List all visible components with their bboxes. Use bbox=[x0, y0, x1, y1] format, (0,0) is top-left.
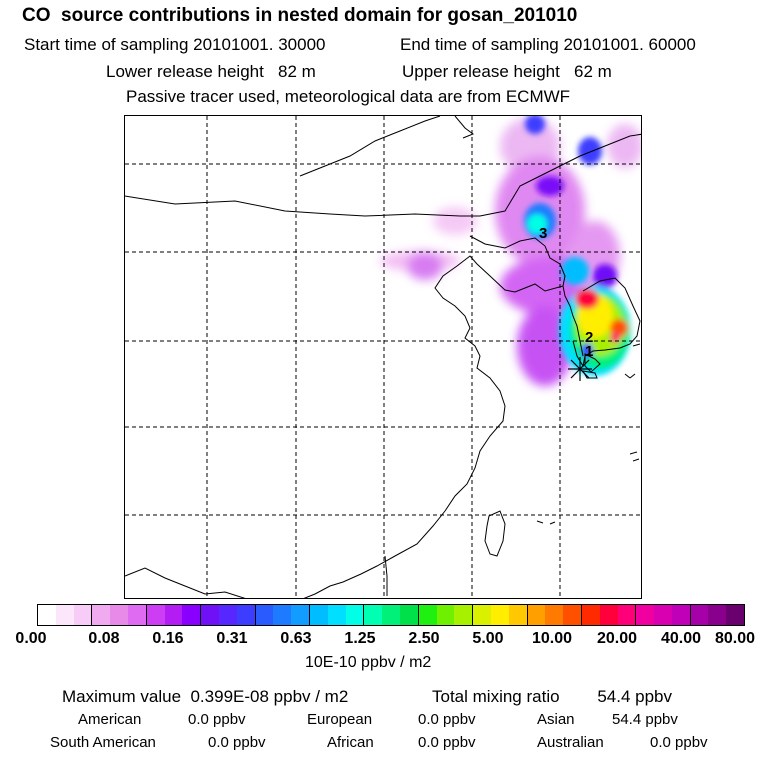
plot-title: CO source contributions in nested domain… bbox=[22, 5, 578, 26]
tick-label: 0.63 bbox=[280, 630, 312, 647]
lower-release-label: Lower release height 82 m bbox=[106, 62, 316, 81]
tick-label: 5.00 bbox=[472, 630, 504, 647]
south-american-value: 0.0 ppbv bbox=[208, 734, 266, 751]
asian-label: Asian bbox=[537, 711, 575, 728]
station-marker-1: 1 bbox=[585, 343, 593, 360]
color-segment bbox=[127, 605, 147, 625]
color-segment bbox=[563, 605, 582, 625]
european-value: 0.0 ppbv bbox=[418, 711, 476, 728]
map-canvas: 3 2 1 bbox=[125, 116, 641, 598]
australian-value: 0.0 ppbv bbox=[650, 734, 708, 751]
station-marker-3: 3 bbox=[539, 225, 547, 242]
color-segment bbox=[327, 605, 346, 625]
color-segment bbox=[473, 605, 491, 625]
color-segment bbox=[399, 605, 419, 625]
color-segment bbox=[110, 605, 128, 625]
tick-label: 0.31 bbox=[216, 630, 248, 647]
color-segment bbox=[382, 605, 400, 625]
color-segment bbox=[726, 605, 745, 625]
color-segment bbox=[671, 605, 691, 625]
color-scale-bar bbox=[37, 604, 745, 626]
american-label: American bbox=[78, 711, 142, 728]
color-segment bbox=[182, 605, 202, 625]
map-panel: 3 2 1 bbox=[124, 115, 642, 599]
end-time-label: End time of sampling 20101001. 60000 bbox=[400, 35, 696, 54]
color-segment bbox=[581, 605, 600, 625]
color-segment bbox=[273, 605, 292, 625]
tick-label: 20.00 bbox=[596, 630, 638, 647]
color-segment bbox=[508, 605, 528, 625]
tick-label: 0.16 bbox=[152, 630, 184, 647]
color-segment bbox=[55, 605, 74, 625]
color-scale-unit: 10E-10 ppbv / m2 bbox=[305, 654, 432, 671]
color-segment bbox=[690, 605, 709, 625]
concentration-plume bbox=[380, 116, 641, 386]
american-value: 0.0 ppbv bbox=[188, 711, 246, 728]
color-segment bbox=[708, 605, 727, 625]
start-time-label: Start time of sampling 20101001. 30000 bbox=[24, 35, 326, 54]
south-american-label: South American bbox=[50, 734, 156, 751]
tracer-note: Passive tracer used, meteorological data… bbox=[126, 87, 571, 106]
color-segment bbox=[527, 605, 546, 625]
color-segment bbox=[164, 605, 183, 625]
max-value-label: Maximum value 0.399E-08 ppbv / m2 bbox=[62, 687, 349, 706]
australian-label: Australian bbox=[537, 734, 604, 751]
color-segment bbox=[436, 605, 455, 625]
receptor-star-icon bbox=[568, 357, 592, 381]
color-segment bbox=[599, 605, 618, 625]
upper-release-label: Upper release height 62 m bbox=[402, 62, 612, 81]
tick-label: 0.00 bbox=[15, 630, 47, 647]
color-segment bbox=[654, 605, 672, 625]
color-segment bbox=[92, 605, 111, 625]
color-segment bbox=[418, 605, 437, 625]
color-segment bbox=[309, 605, 328, 625]
color-segment bbox=[146, 605, 165, 625]
african-label: African bbox=[327, 734, 374, 751]
tick-label: 40.00 bbox=[660, 630, 702, 647]
african-value: 0.0 ppbv bbox=[418, 734, 476, 751]
tick-label: 10.00 bbox=[531, 630, 573, 647]
color-segment bbox=[454, 605, 474, 625]
tick-label: 80.00 bbox=[714, 630, 756, 647]
color-segment bbox=[617, 605, 637, 625]
color-segment bbox=[545, 605, 564, 625]
color-segment bbox=[490, 605, 509, 625]
coastlines bbox=[125, 116, 641, 598]
total-mixing-label: Total mixing ratio 54.4 ppbv bbox=[432, 687, 673, 706]
lat-lon-grid bbox=[125, 116, 641, 598]
station-marker-2: 2 bbox=[585, 329, 593, 346]
tick-label: 0.08 bbox=[88, 630, 120, 647]
color-segment bbox=[364, 605, 383, 625]
color-segment bbox=[218, 605, 237, 625]
color-segment bbox=[636, 605, 655, 625]
color-segment bbox=[201, 605, 219, 625]
tick-label: 1.25 bbox=[344, 630, 376, 647]
color-segment bbox=[345, 605, 365, 625]
color-segment bbox=[73, 605, 93, 625]
color-segment bbox=[291, 605, 310, 625]
european-label: European bbox=[307, 711, 373, 728]
color-segment bbox=[38, 605, 56, 625]
tick-label: 2.50 bbox=[408, 630, 440, 647]
asian-value: 54.4 ppbv bbox=[612, 711, 678, 728]
color-segment bbox=[255, 605, 274, 625]
color-segment bbox=[236, 605, 256, 625]
